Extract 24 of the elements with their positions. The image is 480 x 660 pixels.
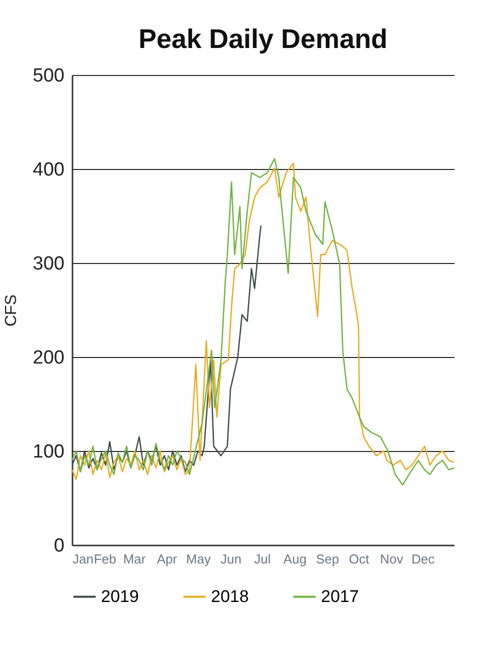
x-tick-label: May: [186, 552, 212, 566]
y-tick-label: 300: [32, 254, 64, 274]
legend-label: 2018: [211, 586, 249, 606]
legend-label: 2019: [101, 586, 139, 606]
y-tick-label: 100: [32, 442, 64, 462]
y-tick-label: 200: [32, 348, 64, 368]
x-tick-label: Jul: [254, 552, 271, 566]
x-tick-label: Sep: [316, 552, 340, 566]
x-tick-label: Nov: [380, 552, 404, 566]
x-tick-label: Apr: [156, 552, 178, 566]
y-tick-label: 500: [32, 66, 64, 86]
x-tick-label: Oct: [348, 552, 370, 566]
x-tick-label: Jun: [220, 552, 242, 566]
y-tick-label: 0: [54, 536, 64, 556]
x-tick-label: Mar: [123, 552, 146, 566]
line-series: [72, 224, 262, 472]
x-tick-label: Dec: [411, 552, 436, 566]
x-tick-label: Aug: [283, 552, 307, 566]
x-tick-label: Jan: [72, 552, 94, 566]
chart-title: Peak Daily Demand: [138, 24, 388, 54]
y-axis-title: CFS: [2, 294, 20, 326]
legend-label: 2017: [321, 586, 359, 606]
y-tick-label: 400: [32, 160, 64, 180]
x-tick-label: Feb: [94, 552, 116, 566]
